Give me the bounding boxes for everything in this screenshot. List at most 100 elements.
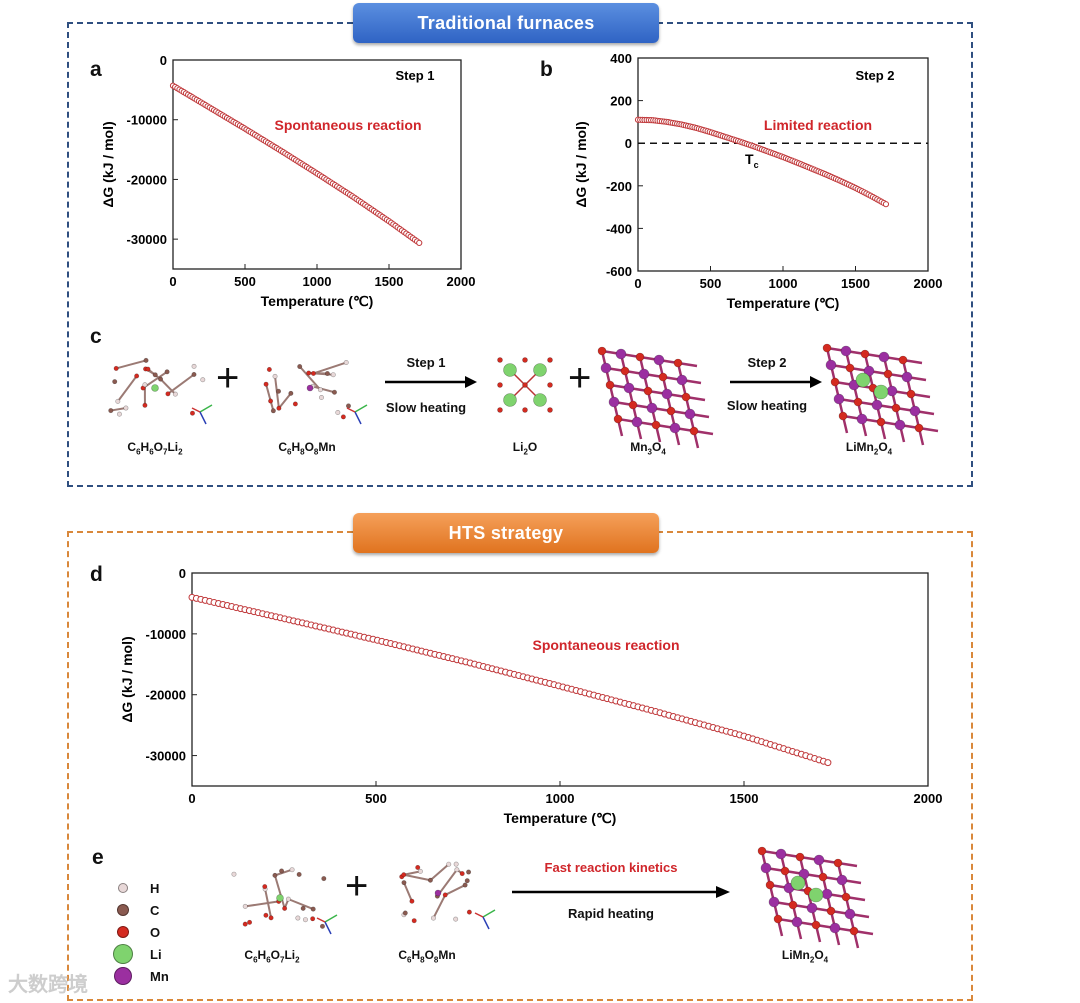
mn-atom (863, 365, 875, 377)
bond (354, 411, 362, 425)
mn-atom (791, 916, 803, 928)
h-atom (242, 903, 248, 909)
step2-slow-heating: Slow heating (726, 398, 808, 413)
h-atom (172, 391, 178, 397)
c-atom-icon (112, 904, 134, 916)
o-atom (268, 398, 274, 404)
c-atom (345, 403, 351, 409)
o-atom (189, 410, 195, 416)
o-atom (113, 365, 119, 371)
c-atom (402, 910, 408, 916)
chart-b: 0 500 1000 1500 20004002000-200-400-600Tempe… (573, 51, 942, 311)
reaction-annotation: Limited reaction (764, 117, 872, 133)
o-atom (605, 380, 615, 390)
formula-c6h6o7li2: C6H6O7Li2 (244, 948, 300, 965)
o-atom (838, 411, 848, 421)
o-atom (666, 406, 676, 416)
o-atom (522, 382, 528, 388)
bond (403, 873, 431, 882)
c-atom (464, 878, 470, 884)
bond (278, 392, 292, 409)
mn-atom (623, 382, 635, 394)
bond (110, 407, 127, 412)
step2-arrow (730, 376, 822, 388)
mn-atom-icon (112, 967, 134, 985)
bond (316, 917, 326, 923)
o-atom (165, 391, 171, 397)
o-atom (145, 366, 151, 372)
mn-atom (798, 868, 810, 880)
x-tick-label: 500 (365, 791, 387, 806)
bond (432, 894, 447, 919)
o-atom (262, 884, 268, 890)
plus-sign: + (568, 356, 592, 400)
h-atom (116, 411, 122, 417)
legend-label: H (150, 880, 160, 896)
h-atom (318, 394, 324, 400)
y-tick-label: -10000 (127, 113, 167, 128)
o-atom (547, 357, 553, 363)
c-atom (462, 882, 468, 888)
mn-atom (821, 888, 833, 900)
plus-sign: + (345, 864, 369, 908)
o-atom (883, 369, 893, 379)
h-atom (417, 868, 423, 874)
c-atom (466, 869, 472, 875)
mn-atom (901, 371, 913, 383)
c-atom (297, 364, 303, 370)
h-atom (317, 387, 323, 393)
c-atom (310, 906, 316, 912)
reaction-annotation: Spontaneous reaction (532, 637, 679, 653)
mn-atom (646, 402, 658, 414)
o-atom (547, 407, 553, 413)
mn-atom (676, 374, 688, 386)
h-atom (142, 382, 148, 388)
mn-atom (813, 854, 825, 866)
x-tick-label: 2000 (914, 791, 943, 806)
mn-atom (615, 348, 627, 360)
li-atom (151, 384, 159, 392)
x-tick-label: 1000 (303, 274, 332, 289)
crystal-limn2o4 (822, 343, 939, 446)
x-tick-label: 500 (700, 276, 722, 291)
bond (346, 407, 356, 413)
o-atom (795, 852, 805, 862)
h-atom (231, 871, 237, 877)
fast-reaction-kinetics-label: Fast reaction kinetics (544, 860, 678, 875)
legend-label: C (150, 902, 160, 918)
h-atom (430, 915, 436, 921)
y-tick-label: -20000 (127, 172, 167, 187)
bond (273, 875, 286, 909)
bond (324, 914, 338, 923)
y-tick-label: -30000 (127, 232, 167, 247)
h-atom (272, 373, 278, 379)
step-annotation: Step 1 (395, 68, 434, 83)
bond (167, 373, 195, 395)
traditional-furnaces-banner: Traditional furnaces (353, 3, 659, 43)
formula-c6h6o7li2: C6H6O7Li2 (127, 440, 183, 457)
x-tick-label: 2000 (447, 274, 476, 289)
rapid-heating-arrow (512, 886, 730, 898)
y-tick-label: 200 (610, 94, 632, 109)
mn-atom (844, 908, 856, 920)
molecule-c6h8o8mn (399, 861, 496, 930)
step2-label: Step 2 (747, 355, 787, 370)
o-atom (266, 367, 272, 373)
x-tick-label: 1500 (841, 276, 870, 291)
legend-label: Mn (150, 968, 169, 984)
o-atom (891, 403, 901, 413)
h-atom (285, 896, 291, 902)
x-tick-label: 1500 (730, 791, 759, 806)
x-axis-title: Temperature (℃) (261, 293, 374, 309)
legend-item-h: H (112, 877, 169, 899)
y-tick-label: 0 (179, 566, 186, 581)
c-atom (321, 876, 327, 882)
mn-atom (909, 405, 921, 417)
o-atom (134, 373, 140, 379)
x-tick-label: 1000 (546, 791, 575, 806)
legend-item-c: C (112, 899, 169, 921)
c-atom (427, 877, 433, 883)
x-tick-label: 0 (188, 791, 195, 806)
bond (313, 361, 347, 375)
o-atom (340, 414, 346, 420)
